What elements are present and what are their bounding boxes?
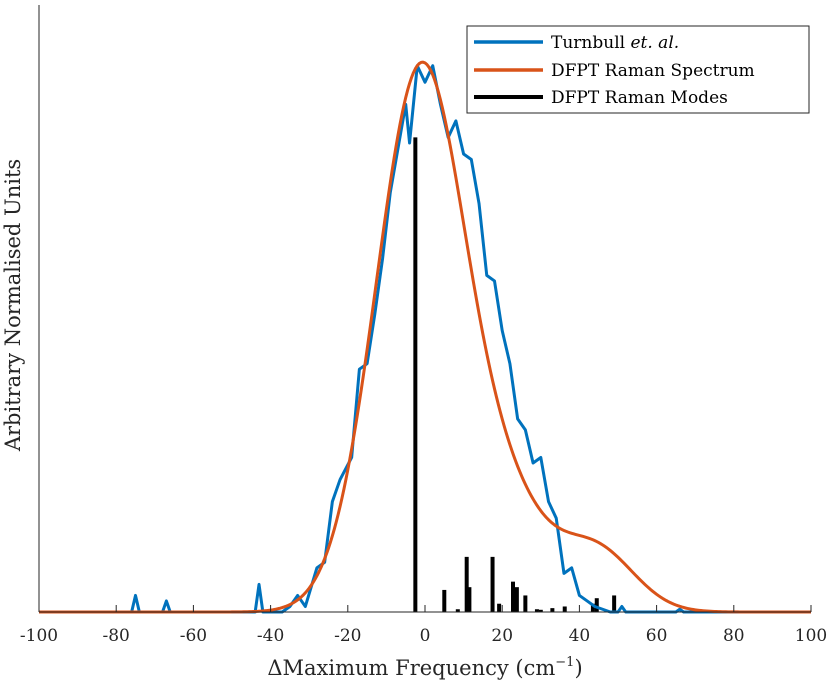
x-tick-label: 80	[723, 626, 745, 646]
x-tick-label: -40	[257, 626, 284, 646]
x-axis-title-close: )	[574, 656, 582, 680]
legend-label-dfpt-spectrum: DFPT Raman Spectrum	[551, 61, 755, 81]
x-tick-label: -60	[180, 626, 207, 646]
plot-area	[39, 60, 811, 614]
x-tick-label: -80	[103, 626, 130, 646]
series-line-turnbull	[39, 64, 811, 614]
x-axis-title-main: ΔMaximum Frequency (cm	[267, 656, 555, 680]
x-tick-label: 0	[420, 626, 431, 646]
x-tick-label: -100	[20, 626, 58, 646]
legend-label-turnbull: Turnbull et. al.	[551, 33, 679, 53]
series-line-dfpt-spectrum	[39, 60, 811, 614]
x-tick-label: 40	[569, 626, 591, 646]
legend-label-turnbull-italic: et. al.	[630, 33, 679, 53]
x-axis-title-superscript: −1	[555, 655, 574, 670]
y-axis-title: Arbitrary Normalised Units	[1, 159, 25, 452]
x-tick-label: 20	[491, 626, 513, 646]
x-ticks: -100 -80 -60 -40 -20 0 20 40 60 80 100	[20, 605, 827, 646]
legend: Turnbull et. al. DFPT Raman Spectrum DFP…	[466, 25, 810, 114]
legend-label-dfpt-modes: DFPT Raman Modes	[551, 88, 728, 108]
x-axis-title: ΔMaximum Frequency (cm−1)	[267, 655, 582, 680]
x-tick-label: -20	[334, 626, 361, 646]
x-tick-label: 100	[795, 626, 827, 646]
x-tick-label: 60	[646, 626, 668, 646]
legend-label-turnbull-plain: Turnbull	[551, 33, 630, 53]
